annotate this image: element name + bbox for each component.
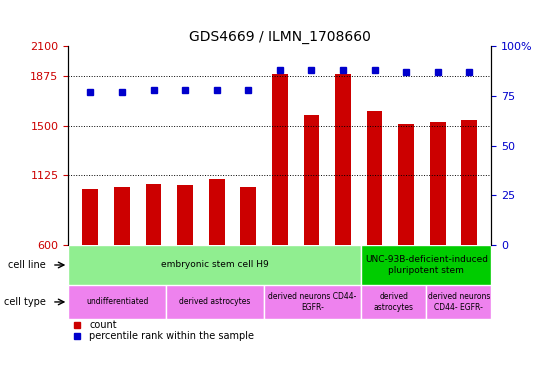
- Text: undifferentiated: undifferentiated: [86, 298, 149, 306]
- Text: embryonic stem cell H9: embryonic stem cell H9: [161, 260, 269, 270]
- FancyBboxPatch shape: [264, 285, 361, 319]
- Text: count: count: [90, 320, 117, 330]
- Bar: [335, 74, 351, 245]
- Bar: [209, 179, 224, 245]
- Text: percentile rank within the sample: percentile rank within the sample: [90, 331, 254, 341]
- FancyBboxPatch shape: [361, 285, 426, 319]
- Text: derived astrocytes: derived astrocytes: [179, 298, 251, 306]
- FancyBboxPatch shape: [361, 245, 491, 285]
- FancyBboxPatch shape: [426, 285, 491, 319]
- Title: GDS4669 / ILMN_1708660: GDS4669 / ILMN_1708660: [189, 30, 371, 44]
- FancyBboxPatch shape: [68, 285, 166, 319]
- FancyBboxPatch shape: [166, 285, 264, 319]
- Bar: [240, 187, 256, 245]
- Text: UNC-93B-deficient-induced
pluripotent stem: UNC-93B-deficient-induced pluripotent st…: [365, 255, 488, 275]
- Bar: [82, 189, 98, 245]
- Text: derived neurons
CD44- EGFR-: derived neurons CD44- EGFR-: [428, 292, 490, 312]
- Bar: [430, 122, 446, 245]
- Bar: [146, 184, 162, 245]
- FancyBboxPatch shape: [68, 245, 361, 285]
- Text: derived
astrocytes: derived astrocytes: [374, 292, 414, 312]
- Text: cell type: cell type: [4, 297, 45, 307]
- Bar: [398, 124, 414, 245]
- Bar: [114, 187, 130, 245]
- Bar: [177, 185, 193, 245]
- Bar: [304, 115, 319, 245]
- Bar: [461, 120, 477, 245]
- Bar: [367, 111, 382, 245]
- Bar: [272, 74, 288, 245]
- Text: derived neurons CD44-
EGFR-: derived neurons CD44- EGFR-: [268, 292, 357, 312]
- Text: cell line: cell line: [8, 260, 45, 270]
